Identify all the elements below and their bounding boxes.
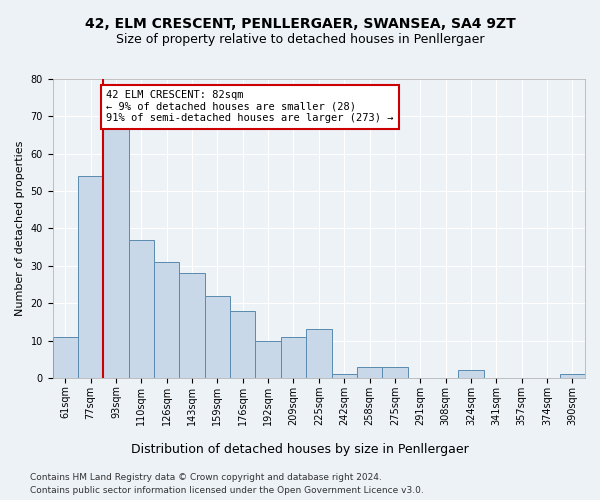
Bar — [281, 337, 306, 378]
Bar — [154, 262, 179, 378]
Text: 42 ELM CRESCENT: 82sqm
← 9% of detached houses are smaller (28)
91% of semi-deta: 42 ELM CRESCENT: 82sqm ← 9% of detached … — [106, 90, 394, 124]
Bar — [458, 370, 484, 378]
Text: 42, ELM CRESCENT, PENLLERGAER, SWANSEA, SA4 9ZT: 42, ELM CRESCENT, PENLLERGAER, SWANSEA, … — [85, 18, 515, 32]
Bar — [129, 240, 154, 378]
Bar — [306, 330, 332, 378]
Bar — [78, 176, 103, 378]
Y-axis label: Number of detached properties: Number of detached properties — [15, 140, 25, 316]
Bar — [332, 374, 357, 378]
Bar — [382, 366, 407, 378]
Bar — [256, 340, 281, 378]
Bar — [179, 274, 205, 378]
Bar — [560, 374, 585, 378]
Text: Contains HM Land Registry data © Crown copyright and database right 2024.: Contains HM Land Registry data © Crown c… — [30, 472, 382, 482]
Text: Contains public sector information licensed under the Open Government Licence v3: Contains public sector information licen… — [30, 486, 424, 495]
Text: Distribution of detached houses by size in Penllergaer: Distribution of detached houses by size … — [131, 442, 469, 456]
Text: Size of property relative to detached houses in Penllergaer: Size of property relative to detached ho… — [116, 32, 484, 46]
Bar — [103, 128, 129, 378]
Bar — [53, 337, 78, 378]
Bar — [230, 310, 256, 378]
Bar — [205, 296, 230, 378]
Bar — [357, 366, 382, 378]
